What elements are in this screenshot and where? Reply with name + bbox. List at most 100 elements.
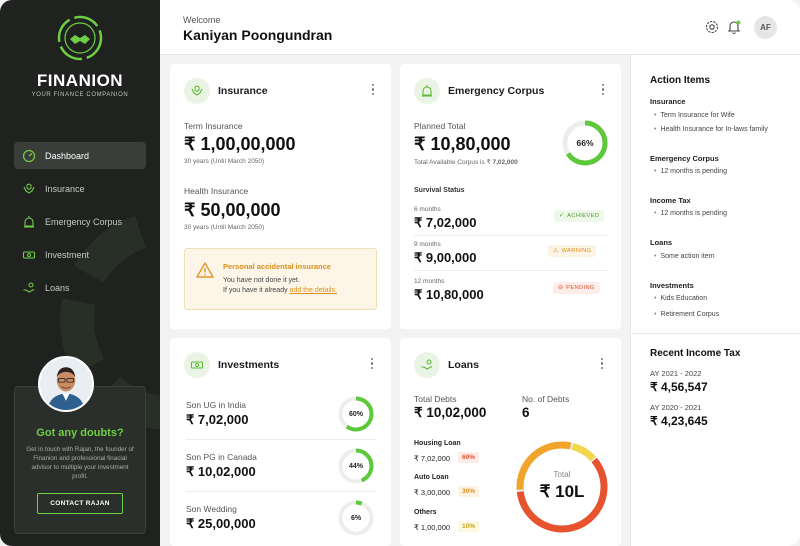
settings-gear-icon[interactable]	[704, 19, 720, 35]
more-options-icon[interactable]	[601, 84, 605, 98]
action-item[interactable]: Health Insurance for In-laws family	[654, 126, 767, 133]
dashboard-gauge-icon	[22, 149, 36, 162]
right-panel: Action Items Insurance Term Insurance fo…	[630, 55, 800, 546]
action-group-title: Investments	[650, 281, 694, 290]
divider	[186, 439, 376, 440]
action-item[interactable]: Kids Education	[654, 295, 707, 302]
loan-amount: ₹ 7,02,000	[414, 454, 451, 463]
investment-amount: ₹ 25,00,000	[186, 516, 256, 531]
health-insurance-label: Health Insurance	[184, 186, 249, 196]
status-badge-warning: ⚠ WARNING	[548, 245, 597, 257]
doubts-text: Get in touch with Rajan, the founder of …	[26, 446, 134, 480]
action-item[interactable]: Some action item	[654, 253, 714, 260]
warning-icon: ⚠	[553, 248, 559, 254]
user-name: Kaniyan Poongundran	[183, 27, 333, 43]
survival-amount: ₹ 10,80,000	[414, 287, 484, 302]
more-options-icon[interactable]	[600, 358, 604, 372]
survival-period: 9 months	[414, 241, 441, 248]
card-title: Emergency Corpus	[448, 85, 545, 97]
investment-progress-label: 44%	[348, 462, 363, 470]
health-insurance-amount: ₹ 50,00,000	[184, 200, 281, 220]
health-insurance-note: 30 years (Until March 2050)	[184, 224, 265, 231]
brand-tagline: YOUR FINANCE COMPANION	[31, 92, 129, 98]
investment-progress-label: 60%	[348, 410, 363, 418]
sidebar-item-loans[interactable]: Loans	[14, 274, 146, 301]
survival-period: 12 months	[414, 278, 445, 285]
sidebar-item-investment[interactable]: Investment	[14, 241, 146, 268]
divider	[631, 333, 800, 334]
emergency-corpus-card: Emergency Corpus Planned Total ₹ 10,80,0…	[400, 64, 621, 329]
doubts-title: Got any doubts?	[36, 427, 124, 439]
sidebar-item-label: Insurance	[45, 183, 85, 194]
donut-segment-housing-loan	[516, 441, 608, 533]
advisor-portrait-icon	[40, 358, 92, 410]
available-corpus-label: Total Available Corpus is ₹	[414, 159, 493, 166]
action-item[interactable]: Retirement Corpus	[654, 311, 719, 318]
notification-bell-icon[interactable]	[726, 19, 742, 35]
brand-name: FINANION	[36, 71, 124, 90]
investment-label: Son PG in Canada	[186, 452, 257, 462]
investment-amount: ₹ 10,02,000	[186, 464, 256, 479]
more-options-icon[interactable]	[370, 358, 374, 372]
investment-progress-ring: 44%	[338, 448, 374, 484]
debt-count-label: No. of Debts	[522, 394, 570, 404]
sidebar-nav: Dashboard Insurance Emergency Corpus Inv…	[14, 142, 146, 307]
investment-progress-label: 6%	[350, 514, 362, 522]
sidebar-item-label: Dashboard	[45, 150, 90, 161]
total-debts-amount: ₹ 10,02,000	[414, 405, 487, 420]
more-options-icon[interactable]	[371, 84, 375, 98]
tax-amount: ₹ 4,23,645	[650, 414, 708, 428]
planned-total-label: Planned Total	[414, 121, 466, 131]
planned-total-amount: ₹ 10,80,000	[414, 134, 511, 154]
loan-percent-badge: 60%	[458, 452, 480, 463]
available-corpus-text: Total Available Corpus is ₹ 7,02,000	[414, 158, 518, 166]
available-corpus-amount: 7,02,000	[492, 159, 518, 166]
action-item[interactable]: 12 months is pending	[654, 210, 727, 217]
money-stack-icon	[190, 361, 204, 369]
investment-progress-ring: 6%	[338, 500, 374, 536]
card-title: Investments	[218, 359, 280, 371]
investment-label: Son UG in India	[186, 400, 247, 410]
sidebar: FINANION YOUR FINANCE COMPANION Dashboar…	[0, 0, 160, 546]
loans-card: Loans Total Debts ₹ 10,02,000 No. of Deb…	[400, 338, 621, 546]
alert-line: If you have it already add the details.	[223, 287, 337, 294]
sidebar-item-insurance[interactable]: Insurance	[14, 175, 146, 202]
user-avatar[interactable]: AF	[754, 16, 777, 39]
alarm-siren-icon	[422, 85, 432, 97]
income-tax-title: Recent Income Tax	[650, 348, 741, 359]
hands-shield-icon	[191, 85, 203, 96]
term-insurance-amount: ₹ 1,00,00,000	[184, 134, 296, 154]
action-item[interactable]: 12 months is pending	[654, 168, 727, 175]
action-item[interactable]: Term Insurance for Wife	[654, 112, 734, 119]
contact-rajan-button[interactable]: CONTACT RAJAN	[37, 493, 123, 514]
divider	[186, 491, 376, 492]
loans-donut-chart: Total ₹ 10L	[514, 439, 610, 535]
status-badge-text: PENDING	[566, 285, 595, 291]
investments-card: Investments Son UG in India ₹ 7,02,000 6…	[170, 338, 391, 546]
sidebar-item-label: Investment	[45, 249, 90, 260]
advisor-avatar	[38, 356, 94, 412]
donut-total-label: Total	[553, 470, 571, 479]
doubts-card: Got any doubts? Get in touch with Rajan,…	[14, 386, 146, 534]
add-details-link[interactable]: add the details.	[289, 287, 338, 294]
loan-percent-badge: 10%	[458, 521, 480, 532]
emergency-progress-label: 66%	[576, 138, 594, 148]
logo[interactable]: FINANION YOUR FINANCE COMPANION	[0, 14, 160, 98]
alert-title: Personal accidental insurance	[223, 262, 331, 271]
loan-name: Auto Loan	[414, 474, 449, 481]
status-badge-pending: ⊖ PENDING	[553, 282, 600, 294]
loan-percent-badge: 30%	[458, 486, 480, 497]
alarm-siren-icon	[24, 215, 34, 228]
survival-amount: ₹ 9,00,000	[414, 250, 477, 265]
sidebar-item-emergency-corpus[interactable]: Emergency Corpus	[14, 208, 146, 235]
loan-amount: ₹ 1,00,000	[414, 523, 451, 532]
donut-total-value: ₹ 10L	[539, 482, 585, 501]
insurance-card: Insurance Term Insurance ₹ 1,00,00,000 3…	[170, 64, 391, 329]
loan-name: Housing Loan	[414, 440, 461, 447]
donut-segment-auto-loan	[516, 441, 608, 533]
total-debts-label: Total Debts	[414, 394, 457, 404]
sidebar-item-dashboard[interactable]: Dashboard	[14, 142, 146, 169]
sidebar-item-label: Emergency Corpus	[45, 216, 123, 227]
accident-insurance-alert: Personal accidental insurance You have n…	[184, 248, 377, 310]
welcome-label: Welcome	[183, 15, 221, 25]
